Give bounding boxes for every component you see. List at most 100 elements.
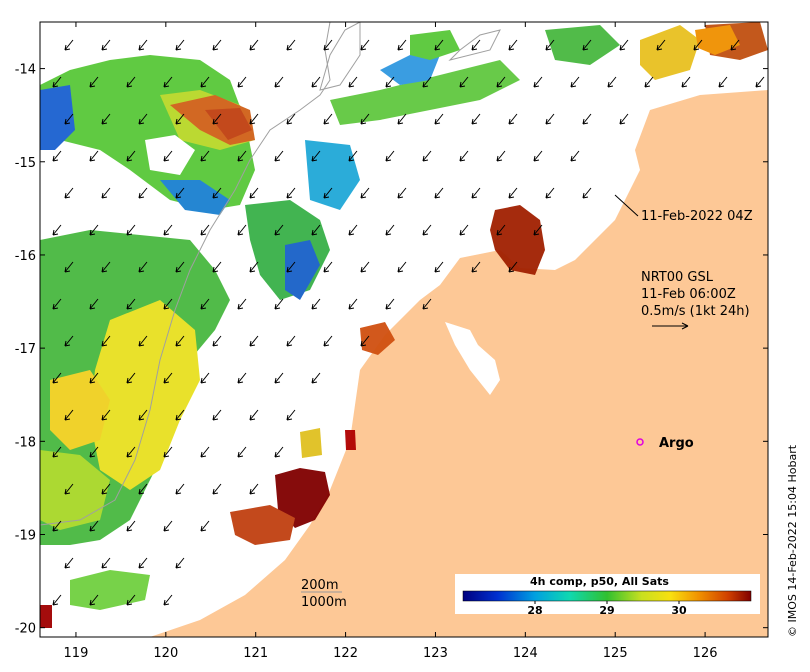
current-arrow bbox=[348, 150, 358, 162]
current-arrow bbox=[126, 520, 136, 532]
current-arrow bbox=[570, 150, 580, 162]
current-arrow bbox=[212, 335, 222, 347]
current-arrow bbox=[570, 76, 580, 88]
x-tick-label: 123 bbox=[423, 646, 448, 661]
current-arrow bbox=[175, 187, 185, 199]
bathymetry-contours bbox=[40, 22, 501, 526]
y-tick-label: -20 bbox=[15, 622, 36, 637]
current-arrow bbox=[212, 409, 222, 421]
current-arrow bbox=[323, 261, 333, 273]
y-tick-label: -17 bbox=[15, 342, 36, 357]
current-arrow bbox=[101, 335, 111, 347]
y-axis-ticks: -14 -15 -16 -17 -18 -19 -20 bbox=[15, 63, 768, 637]
current-arrow bbox=[126, 150, 136, 162]
current-arrow bbox=[249, 409, 259, 421]
current-arrow bbox=[64, 39, 74, 51]
current-arrow bbox=[323, 39, 333, 51]
current-arrow bbox=[212, 187, 222, 199]
current-arrow bbox=[126, 372, 136, 384]
current-arrow bbox=[360, 261, 370, 273]
current-arrow bbox=[434, 261, 444, 273]
current-arrow bbox=[496, 224, 506, 236]
current-arrow bbox=[422, 224, 432, 236]
current-arrow bbox=[311, 76, 321, 88]
current-arrow bbox=[200, 150, 210, 162]
track-label: 11-Feb-2022 04Z bbox=[641, 209, 753, 224]
current-arrow bbox=[348, 224, 358, 236]
current-arrow bbox=[422, 76, 432, 88]
current-arrow bbox=[212, 39, 222, 51]
current-arrow bbox=[274, 298, 284, 310]
current-arrow bbox=[126, 224, 136, 236]
current-vectors bbox=[52, 39, 768, 606]
current-arrow bbox=[175, 483, 185, 495]
plot-frame bbox=[39, 21, 769, 638]
current-arrow bbox=[101, 113, 111, 125]
current-arrow bbox=[200, 298, 210, 310]
current-arrow bbox=[175, 261, 185, 273]
current-arrow bbox=[434, 187, 444, 199]
current-arrow bbox=[533, 150, 543, 162]
current-arrow bbox=[385, 224, 395, 236]
current-arrow bbox=[52, 76, 62, 88]
current-arrow bbox=[249, 483, 259, 495]
current-arrow bbox=[249, 113, 259, 125]
current-arrow bbox=[200, 520, 210, 532]
current-arrow bbox=[89, 520, 99, 532]
y-tick-label: -19 bbox=[15, 529, 36, 544]
sst-field bbox=[40, 22, 768, 628]
current-arrow bbox=[175, 557, 185, 569]
current-arrow bbox=[311, 150, 321, 162]
y-tick-label: -16 bbox=[15, 249, 36, 264]
current-arrow bbox=[471, 187, 481, 199]
y-tick-label: -15 bbox=[15, 156, 36, 171]
current-time: 11-Feb 06:00Z bbox=[641, 287, 736, 302]
current-arrow bbox=[545, 187, 555, 199]
current-arrow bbox=[496, 150, 506, 162]
current-arrow bbox=[89, 150, 99, 162]
current-arrow bbox=[348, 298, 358, 310]
current-arrow bbox=[163, 372, 173, 384]
current-arrow bbox=[89, 76, 99, 88]
current-arrow bbox=[200, 224, 210, 236]
current-arrow bbox=[274, 76, 284, 88]
current-arrow bbox=[89, 446, 99, 458]
current-arrow bbox=[126, 298, 136, 310]
current-arrow bbox=[286, 187, 296, 199]
current-arrow bbox=[496, 76, 506, 88]
current-arrow bbox=[286, 409, 296, 421]
current-arrow bbox=[101, 39, 111, 51]
current-arrow bbox=[249, 187, 259, 199]
current-arrow bbox=[274, 446, 284, 458]
x-tick-label: 120 bbox=[153, 646, 178, 661]
current-arrow bbox=[163, 224, 173, 236]
current-arrow bbox=[237, 76, 247, 88]
contour-200-label: 200m bbox=[301, 578, 338, 593]
current-arrow bbox=[101, 557, 111, 569]
current-arrow bbox=[249, 39, 259, 51]
current-arrow bbox=[274, 372, 284, 384]
current-arrow bbox=[163, 520, 173, 532]
current-arrow bbox=[237, 224, 247, 236]
colorbar-tick-label: 30 bbox=[671, 604, 687, 617]
current-arrow bbox=[64, 335, 74, 347]
current-arrow bbox=[52, 446, 62, 458]
current-arrow bbox=[237, 446, 247, 458]
current-arrow bbox=[755, 76, 765, 88]
current-arrow bbox=[508, 261, 518, 273]
current-arrow bbox=[237, 150, 247, 162]
current-arrow bbox=[138, 557, 148, 569]
current-arrow bbox=[175, 39, 185, 51]
current-arrow bbox=[64, 113, 74, 125]
colorbar-tick-label: 29 bbox=[599, 604, 614, 617]
argo-marker bbox=[636, 438, 644, 446]
current-arrow bbox=[212, 113, 222, 125]
current-arrow bbox=[249, 261, 259, 273]
current-arrow bbox=[89, 224, 99, 236]
current-arrow bbox=[311, 298, 321, 310]
current-arrow bbox=[163, 446, 173, 458]
current-arrow bbox=[434, 39, 444, 51]
current-scale: 0.5m/s (1kt 24h) bbox=[641, 304, 750, 319]
current-arrow bbox=[693, 39, 703, 51]
